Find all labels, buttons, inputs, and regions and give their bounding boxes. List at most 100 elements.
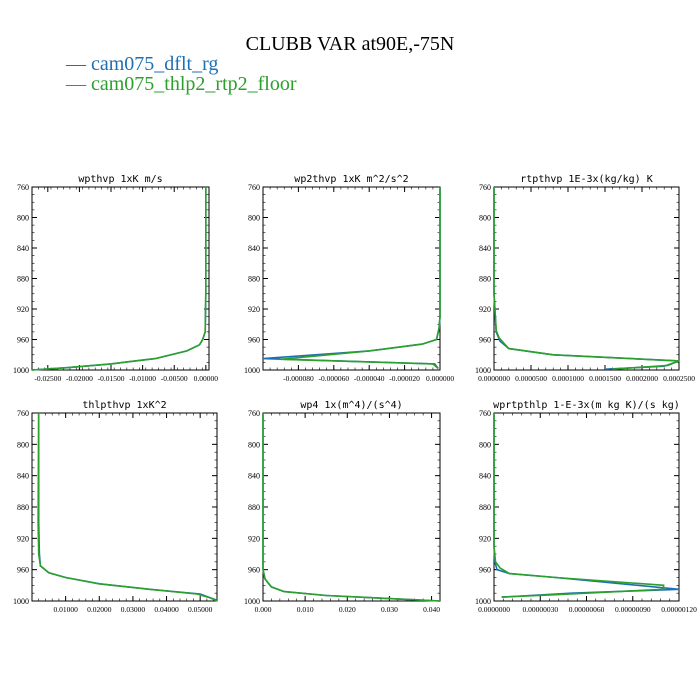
series-line-2 xyxy=(31,187,207,371)
series-line-1 xyxy=(493,187,680,370)
y-tick-label: 960 xyxy=(248,566,260,575)
y-tick-label: 1000 xyxy=(244,597,260,606)
y-tick-label: 800 xyxy=(248,440,260,449)
y-tick-label: 840 xyxy=(479,244,491,253)
x-tick-label: -0.02000 xyxy=(66,374,93,383)
x-tick-label: 0.0001000 xyxy=(552,374,584,383)
y-tick-label: 880 xyxy=(479,503,491,512)
y-tick-label: 840 xyxy=(248,244,260,253)
x-tick-label: 0.05000 xyxy=(188,605,213,614)
y-tick-label: 960 xyxy=(17,566,29,575)
x-tick-label: -0.000040 xyxy=(354,374,385,383)
series-line-2 xyxy=(493,413,665,598)
series-line-2 xyxy=(37,412,218,602)
plot-frame xyxy=(31,186,210,371)
plot-frame xyxy=(262,186,441,371)
series-line-1 xyxy=(262,187,441,369)
y-tick-label: 760 xyxy=(479,183,491,192)
x-tick-label: 0.00000060 xyxy=(569,605,605,614)
y-tick-label: 920 xyxy=(17,534,29,543)
x-tick-label: 0.0002000 xyxy=(626,374,658,383)
y-tick-label: 760 xyxy=(17,183,29,192)
plot-frame xyxy=(493,412,680,602)
x-tick-label: -0.00500 xyxy=(161,374,188,383)
panels: wpthvp 1xK m/s 760 800 840 880 920 960 1000 -0.0… xyxy=(13,174,697,614)
y-tick-label: 880 xyxy=(248,503,260,512)
x-tick-label: 0.0000000 xyxy=(478,374,510,383)
y-tick-label: 840 xyxy=(17,244,29,253)
y-tick-label: 840 xyxy=(17,472,29,481)
x-tick-label: -0.000020 xyxy=(389,374,420,383)
panel-title: wprtpthlp 1-E-3x(m kg K)/(s kg) xyxy=(493,400,680,411)
y-tick-label: 880 xyxy=(479,275,491,284)
y-tick-label: 920 xyxy=(248,305,260,314)
x-tick-label: 0.000 xyxy=(255,605,272,614)
x-tick-label: 0.040 xyxy=(423,605,440,614)
y-tick-label: 760 xyxy=(479,409,491,418)
y-tick-label: 960 xyxy=(248,336,260,345)
panel-6: wprtpthlp 1-E-3x(m kg K)/(s kg)760 800 840… xyxy=(475,400,697,614)
panel-title: wpthvp 1xK m/s xyxy=(78,174,162,185)
y-tick-label: 800 xyxy=(248,214,260,223)
panel-2: wp2thvp 1xK m^2/s^2 760 800 840 880 920 960 100… xyxy=(244,174,454,383)
y-tick-label: 1000 xyxy=(13,597,29,606)
x-tick-label: 0.010 xyxy=(297,605,314,614)
y-tick-label: 1000 xyxy=(13,366,29,375)
x-tick-label: 0.0000000 xyxy=(478,605,510,614)
y-tick-label: 800 xyxy=(479,440,491,449)
x-tick-label: 0.00000090 xyxy=(615,605,651,614)
series-line-1 xyxy=(37,413,218,601)
y-tick-label: 920 xyxy=(479,534,491,543)
y-tick-label: 760 xyxy=(248,183,260,192)
x-tick-label: 0.02000 xyxy=(87,605,112,614)
x-tick-label: -0.02500 xyxy=(34,374,61,383)
panel-title: wp2thvp 1xK m^2/s^2 xyxy=(294,174,408,185)
legend-entry-series-1: — cam075_dflt_rg xyxy=(65,53,218,75)
x-tick-label: 0.00000030 xyxy=(522,605,558,614)
series-line-2 xyxy=(493,187,680,370)
y-tick-label: 920 xyxy=(479,305,491,314)
legend-marker-1: — xyxy=(65,53,91,75)
y-tick-label: 1000 xyxy=(475,366,491,375)
x-tick-label: 0.000000 xyxy=(426,374,454,383)
series-line-1 xyxy=(31,187,207,371)
y-tick-label: 800 xyxy=(479,214,491,223)
y-tick-label: 920 xyxy=(248,534,260,543)
y-tick-label: 760 xyxy=(17,409,29,418)
y-tick-label: 960 xyxy=(17,336,29,345)
x-tick-label: 0.03000 xyxy=(121,605,146,614)
legend-entry-series-2: — cam075_thlp2_rtp2_floor xyxy=(65,73,297,95)
plot-frame xyxy=(493,186,680,371)
series-line-1 xyxy=(493,413,680,598)
x-tick-label: 0.0000500 xyxy=(515,374,547,383)
x-tick-label: 0.020 xyxy=(339,605,356,614)
x-tick-label: 0.04000 xyxy=(154,605,179,614)
y-tick-label: 800 xyxy=(17,440,29,449)
panel-title: rtpthvp 1E-3x(kg/kg) K xyxy=(520,174,652,185)
y-tick-label: 960 xyxy=(479,566,491,575)
plot-frame xyxy=(31,412,218,602)
legend-marker-2: — xyxy=(65,73,91,95)
x-tick-label: 0.00000120 xyxy=(661,605,697,614)
series-line-2 xyxy=(280,187,441,370)
panel-3: rtpthvp 1E-3x(kg/kg) K 760 800 840 880 920 960… xyxy=(475,174,695,383)
y-tick-label: 880 xyxy=(17,275,29,284)
panel-title: wp4 1x(m^4)/(s^4) xyxy=(300,400,402,411)
x-tick-label: 0.030 xyxy=(381,605,398,614)
plot-frame xyxy=(262,412,441,602)
x-tick-label: -0.000080 xyxy=(283,374,314,383)
x-tick-label: -0.01000 xyxy=(129,374,156,383)
panel-title: thlpthvp 1xK^2 xyxy=(82,400,166,411)
x-tick-label: -0.01500 xyxy=(98,374,125,383)
y-tick-label: 880 xyxy=(17,503,29,512)
legend: — cam075_dflt_rg — cam075_thlp2_rtp2_flo… xyxy=(65,53,297,95)
y-tick-label: 760 xyxy=(248,409,260,418)
x-tick-label: 0.0002500 xyxy=(663,374,695,383)
x-tick-label: -0.000060 xyxy=(318,374,349,383)
legend-label-1: cam075_dflt_rg xyxy=(91,53,218,75)
y-tick-label: 1000 xyxy=(244,366,260,375)
series-line-1 xyxy=(262,413,441,602)
panel-5: wp4 1x(m^4)/(s^4)76080084088092096010000… xyxy=(244,400,441,614)
series-line-2 xyxy=(262,413,441,602)
